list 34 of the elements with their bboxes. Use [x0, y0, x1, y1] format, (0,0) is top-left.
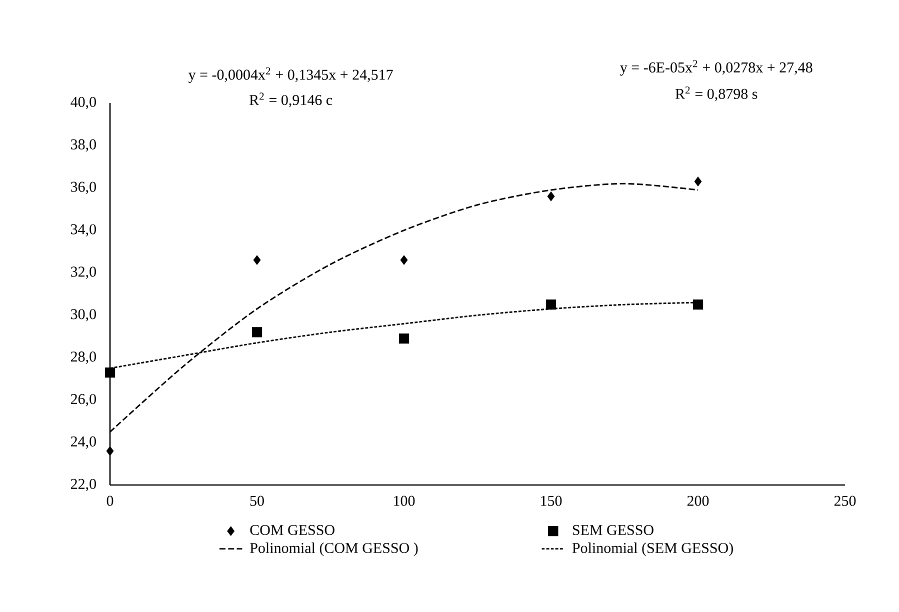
text: R$^{2}$ = 0,8798 s	[675, 86, 758, 102]
point	[252, 327, 262, 338]
y-tick-label: 36,0	[71, 182, 96, 194]
y-tick-label: 22,0	[70, 478, 96, 492]
y-tick-label: 30,0	[71, 309, 96, 322]
x-tick-label: 50	[250, 496, 264, 506]
x-tick-label: 100	[394, 496, 415, 506]
point	[692, 300, 704, 310]
legend-label: SEM GESSO	[572, 524, 654, 536]
x-tick-label: 250	[834, 496, 856, 506]
point	[106, 446, 114, 456]
point	[104, 367, 116, 378]
text: y = -6E-05x$^{2}$ + 0,0278x + 27,48	[620, 60, 812, 76]
x-tick-label: 0	[106, 496, 114, 506]
point	[694, 176, 702, 186]
y-tick-label: 26,0	[70, 394, 96, 406]
y-tick-label: 32,0	[71, 266, 96, 279]
y-tick-label: 38,0	[71, 139, 96, 152]
y-tick-label: 28,0	[70, 352, 96, 364]
legend-label: Polinomial (SEM GESSO)	[572, 542, 733, 556]
x-tick-label: 150	[541, 496, 562, 506]
text: y = -0,0004x$^{2}$ + 0,1345x + 24,517	[188, 67, 393, 83]
point	[400, 255, 408, 265]
x-tick-label: 200	[687, 496, 709, 506]
point	[547, 192, 555, 202]
legend-label: Polinomial (COM GESSO )	[250, 542, 418, 556]
legend-label: COM GESSO	[250, 524, 334, 536]
point	[546, 300, 556, 310]
annotation: R$^{2}$ = 0,9146 c	[249, 92, 332, 108]
y-tick-label: 24,0	[70, 436, 96, 449]
y-tick-label: 40,0	[70, 96, 96, 110]
point	[398, 334, 410, 344]
y-tick-label: 34,0	[71, 224, 96, 236]
point	[253, 255, 261, 265]
